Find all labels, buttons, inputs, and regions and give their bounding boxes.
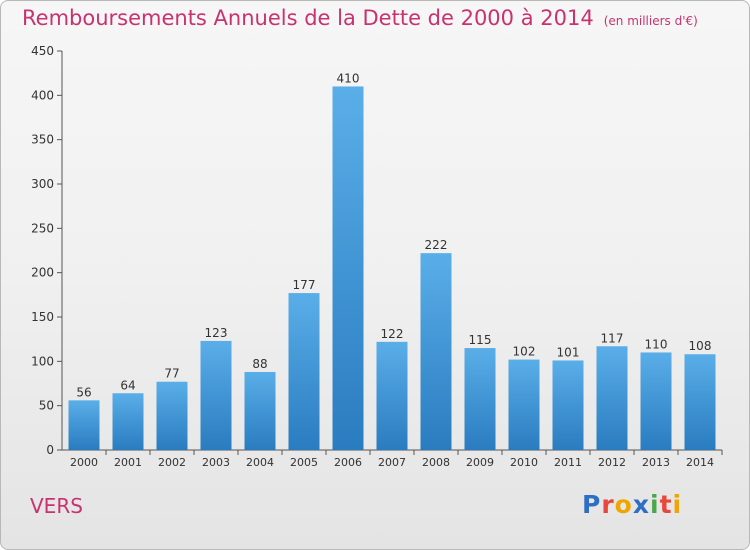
bar-value-label: 177	[293, 278, 316, 292]
y-tick-label: 200	[31, 266, 54, 280]
x-tick-label: 2001	[114, 456, 142, 469]
x-tick-label: 2013	[642, 456, 670, 469]
x-tick-label: 2004	[246, 456, 274, 469]
y-tick-label: 100	[31, 354, 54, 368]
y-tick-label: 250	[31, 221, 54, 235]
bar-value-label: 110	[645, 337, 668, 351]
bar-value-label: 122	[381, 327, 404, 341]
y-tick-label: 350	[31, 133, 54, 147]
y-tick-label: 300	[31, 177, 54, 191]
bar	[684, 354, 716, 450]
y-tick-label: 400	[31, 88, 54, 102]
chart-title: Remboursements Annuels de la Dette de 20…	[22, 6, 698, 30]
x-tick-label: 2005	[290, 456, 318, 469]
y-tick-label: 0	[46, 443, 54, 457]
bar-value-label: 115	[469, 333, 492, 347]
x-tick-label: 2000	[70, 456, 98, 469]
bar-value-label: 123	[205, 326, 228, 340]
bar	[596, 346, 628, 450]
x-tick-label: 2014	[686, 456, 714, 469]
x-tick-label: 2002	[158, 456, 186, 469]
bar	[244, 371, 276, 450]
bar-value-label: 64	[120, 378, 135, 392]
bar	[420, 253, 452, 450]
x-tick-label: 2012	[598, 456, 626, 469]
chart-subtitle: (en milliers d'€)	[603, 14, 698, 28]
bar-value-label: 410	[337, 71, 360, 85]
bar	[112, 393, 144, 450]
bar	[156, 381, 188, 450]
bar	[68, 400, 100, 450]
commune-name: VERS	[30, 494, 83, 518]
bar-value-label: 222	[425, 238, 448, 252]
proxiti-logo: Proxiti	[582, 490, 683, 519]
x-tick-label: 2010	[510, 456, 538, 469]
bar	[640, 352, 672, 450]
x-tick-label: 2007	[378, 456, 406, 469]
y-tick-label: 150	[31, 310, 54, 324]
chart-title-text: Remboursements Annuels de la Dette de 20…	[22, 6, 594, 30]
y-tick-label: 450	[31, 44, 54, 58]
bar	[288, 293, 320, 450]
bar	[200, 340, 232, 450]
x-tick-label: 2003	[202, 456, 230, 469]
bar	[552, 360, 584, 450]
bar-value-label: 108	[689, 339, 712, 353]
bar-value-label: 117	[601, 331, 624, 345]
bar	[464, 348, 496, 450]
bar-value-label: 77	[164, 367, 179, 381]
bar-value-label: 102	[513, 345, 536, 359]
x-tick-label: 2011	[554, 456, 582, 469]
x-tick-label: 2009	[466, 456, 494, 469]
bar-value-label: 88	[252, 357, 267, 371]
x-tick-label: 2008	[422, 456, 450, 469]
bar	[332, 86, 364, 450]
bar-value-label: 56	[76, 385, 91, 399]
bar	[508, 359, 540, 450]
bar	[376, 341, 408, 450]
bar-value-label: 101	[557, 345, 580, 359]
x-tick-label: 2006	[334, 456, 362, 469]
y-tick-label: 50	[39, 399, 54, 413]
